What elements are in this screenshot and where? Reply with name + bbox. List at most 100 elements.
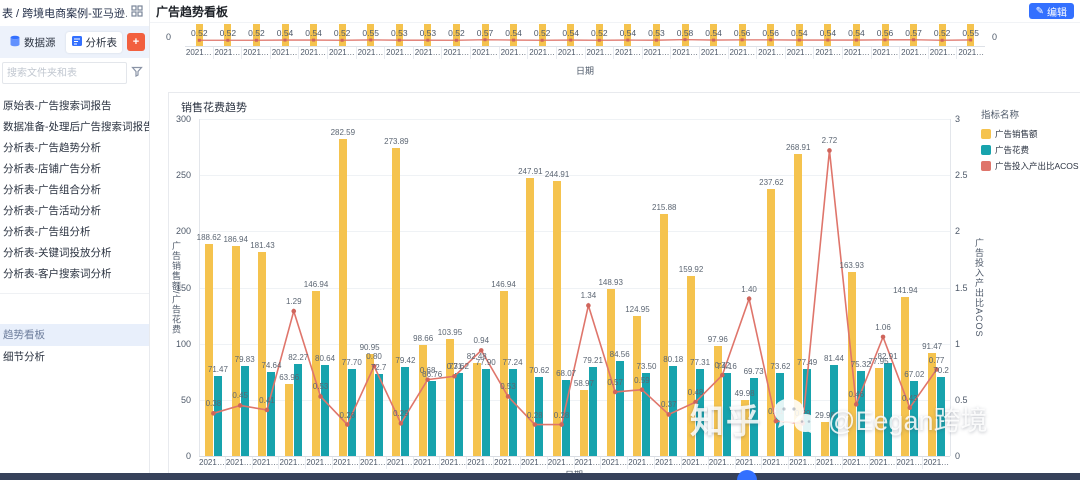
right-axis-title: 广告投入产出比ACOS: [974, 237, 984, 338]
acos-line: [211, 148, 939, 427]
legend-swatch: [981, 145, 991, 155]
legend-swatch: [981, 129, 991, 139]
top-bar: [281, 24, 289, 46]
x-tick: 2021…: [707, 457, 735, 469]
legend-item[interactable]: 广告花费: [981, 144, 1080, 156]
bar-ad-sales: [794, 153, 803, 456]
top-bar: [224, 24, 232, 46]
floating-action-button[interactable]: [737, 470, 757, 480]
gridline: [200, 287, 950, 289]
top-bar: [910, 24, 918, 46]
ad-spend-value: 77.49: [797, 357, 818, 367]
top-x-tick: 2021…: [298, 47, 327, 59]
new-table-button[interactable]: +: [127, 33, 145, 51]
filter-icon[interactable]: [131, 64, 143, 82]
top-x-tick: 2021…: [870, 47, 899, 59]
top-x-tick: 2021…: [470, 47, 498, 59]
sidebar-item[interactable]: 分析表-广告组合分析: [3, 184, 101, 196]
legend-label: 广告花费: [995, 145, 1030, 155]
sales-spend-chart-card: 销售花费趋势 广告销售额/广告花费 0 50 100 150 200 250 300 188…: [168, 92, 1080, 480]
ad-sales-value: 247.91: [518, 166, 543, 176]
ad-sales-value: 188.62: [196, 233, 222, 243]
sidebar-item[interactable]: 分析表-广告趋势分析: [3, 142, 101, 154]
search-input[interactable]: [2, 62, 127, 84]
left-tick: 250: [175, 170, 191, 181]
bar-ad-sales: [633, 315, 642, 456]
x-tick: 2021…: [305, 457, 333, 469]
top-bar: [624, 24, 632, 46]
x-tick: 2021…: [815, 457, 842, 469]
sidebar-item[interactable]: 分析表-客户搜索词分析: [3, 268, 112, 280]
breadcrumb[interactable]: 表 / 跨境电商案例-亚马逊…: [2, 8, 127, 20]
ad-sales-value: 90.95: [359, 342, 380, 352]
top-x-tick: 2021…: [327, 47, 355, 59]
bar-ad-sales: [713, 345, 722, 456]
top-x-tick: 2021…: [670, 47, 699, 59]
ad-sales-value: 77.95: [868, 357, 889, 367]
x-tick: 2021…: [654, 457, 681, 469]
ad-spend-value: 74.16: [716, 361, 737, 371]
legend-items: 广告销售额广告花费广告投入产出比ACOS: [981, 128, 1080, 172]
ad-sales-value: 29.98: [814, 411, 835, 421]
ad-sales-value: 91.47: [922, 342, 943, 352]
top-bar-value: 0.52: [448, 28, 465, 38]
acos-value: 0.57: [607, 377, 623, 387]
acos-value: 1.34: [580, 291, 597, 301]
gridline: [200, 175, 950, 177]
legend-label: 广告投入产出比ACOS: [995, 161, 1079, 171]
edit-button[interactable]: ✎ 编辑: [1028, 3, 1074, 19]
ad-spend-value: 77.31: [690, 358, 711, 368]
top-bar: [795, 24, 803, 46]
top-bar-value: 0.58: [676, 28, 694, 38]
top-bar: [424, 24, 432, 46]
top-x-tick: 2021…: [441, 47, 470, 59]
x-axis-labels: 2021… 2021… 2021… 2021… 2021… 2021… 2021… 2021……: [199, 456, 949, 469]
top-x-tick: 2021…: [555, 47, 584, 59]
top-x-tick: 2021…: [899, 47, 927, 59]
view-switch-icon[interactable]: [131, 4, 143, 22]
sidebar-item[interactable]: 分析表-广告活动分析: [3, 205, 101, 217]
ad-spend-value: 84.56: [609, 350, 630, 360]
left-tick: 200: [175, 226, 191, 237]
sidebar-item[interactable]: 数据准备-处理后广告搜索词报告: [3, 121, 149, 133]
top-bar-value: 0.52: [933, 28, 951, 38]
right-tick: 1: [955, 338, 961, 349]
top-x-tick: 2021…: [384, 47, 412, 59]
top-bar: [195, 24, 203, 46]
top-bar: [967, 24, 975, 46]
legend-item[interactable]: 广告投入产出比ACOS: [981, 160, 1080, 172]
sidebar-item[interactable]: 原始表-广告搜索词报告: [3, 100, 112, 112]
sidebar-item[interactable]: 分析表-关键词投放分析: [3, 247, 112, 259]
acos-value: 0.77: [928, 355, 945, 365]
bar-ad-sales: [472, 363, 481, 456]
database-icon: [9, 35, 21, 50]
ad-spend-value: 77.70: [341, 357, 362, 367]
main-plot: 188.62 71.47 186.94 79.83 181.43 74.64 63.96 82…: [196, 119, 951, 457]
bar-ad-spend: [454, 373, 463, 456]
top-bar-value: 0.55: [962, 28, 979, 38]
breadcrumb-row: 表 / 跨境电商案例-亚马逊…: [0, 0, 149, 26]
right-tick: 3: [955, 114, 961, 124]
ad-spend-value: 67.02: [904, 369, 925, 379]
sidebar-item[interactable]: 分析表-广告组分析: [3, 226, 91, 238]
sidebar-item[interactable]: 分析表-店铺广告分析: [3, 163, 101, 175]
ad-spend-value: 74.64: [261, 361, 282, 371]
x-tick: 2021…: [199, 458, 225, 467]
legend-item[interactable]: 广告销售额: [981, 128, 1080, 140]
sidebar-dashboard-item[interactable]: 细节分析: [3, 351, 45, 363]
bar-ad-spend: [535, 376, 544, 456]
tab-data-source[interactable]: 数据源: [4, 32, 61, 53]
x-tick: 2021…: [546, 457, 574, 469]
bar-ad-sales: [445, 339, 454, 456]
sidebar-dashboard-item[interactable]: 趋势看板: [0, 324, 149, 346]
bar-ad-spend: [401, 366, 410, 456]
top-chart-x-title: 日期: [575, 66, 594, 76]
top-bar: [452, 24, 460, 46]
top-chart-left-tick: 0: [166, 32, 172, 42]
tab-analysis-table[interactable]: 分析表: [65, 31, 122, 53]
top-bar: [938, 24, 946, 46]
bar-ad-spend: [562, 379, 571, 456]
ad-spend-value: 70.62: [529, 365, 550, 375]
ad-spend-value: 77.90: [475, 357, 496, 367]
bar-ad-spend: [481, 368, 490, 456]
